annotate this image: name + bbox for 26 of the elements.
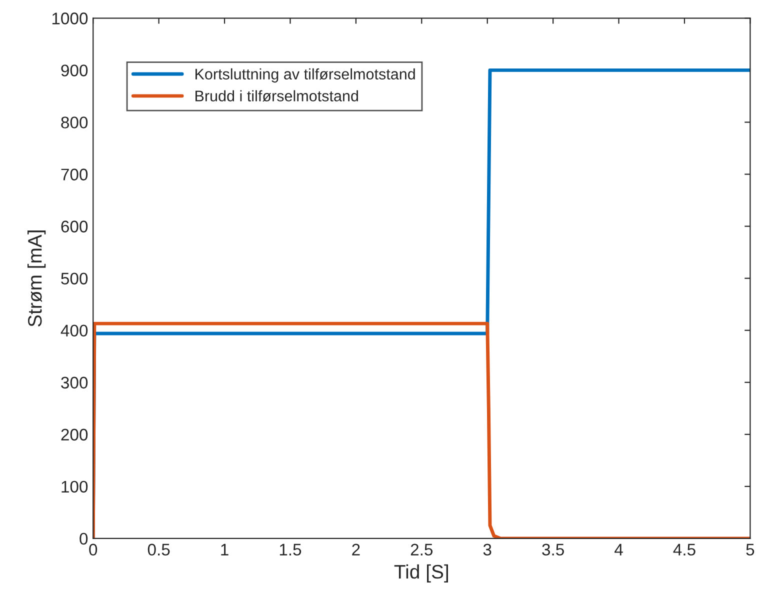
legend-label: Brudd i tilførselmotstand <box>196 90 358 102</box>
x-tick-label: 3.5 <box>542 544 564 556</box>
y-tick-label: 100 <box>62 480 88 493</box>
y-axis-title: Strøm [mA] <box>27 230 46 327</box>
y-tick-label: 0 <box>80 532 88 545</box>
y-tick-label: 800 <box>61 116 88 128</box>
x-axis-title: Tid [S] <box>394 564 448 583</box>
y-tick-label: 400 <box>60 324 88 337</box>
y-tick-label: 300 <box>61 376 88 389</box>
x-tick-label: 1.5 <box>280 544 302 556</box>
y-tick-label: 200 <box>61 428 88 441</box>
y-tick-label: 900 <box>61 64 88 76</box>
y-tick-label: 700 <box>61 168 88 180</box>
y-tick-label: 600 <box>61 220 88 232</box>
x-tick-label: 0.5 <box>148 544 170 556</box>
legend-label: Kortsluttning av tilførselmotstand <box>196 68 415 83</box>
x-tick-label: 2.5 <box>410 544 433 556</box>
y-tick-label: 500 <box>61 272 88 285</box>
x-tick-label: 4 <box>614 544 623 556</box>
x-tick-label: 2 <box>352 544 360 556</box>
x-tick-label: 5 <box>746 544 754 556</box>
x-tick-label: 0 <box>89 544 98 556</box>
y-tick-label: 1000 <box>52 12 88 24</box>
x-tick-label: 1 <box>221 544 228 556</box>
x-tick-label: 4.5 <box>673 544 696 556</box>
x-tick-label: 3 <box>483 544 492 556</box>
